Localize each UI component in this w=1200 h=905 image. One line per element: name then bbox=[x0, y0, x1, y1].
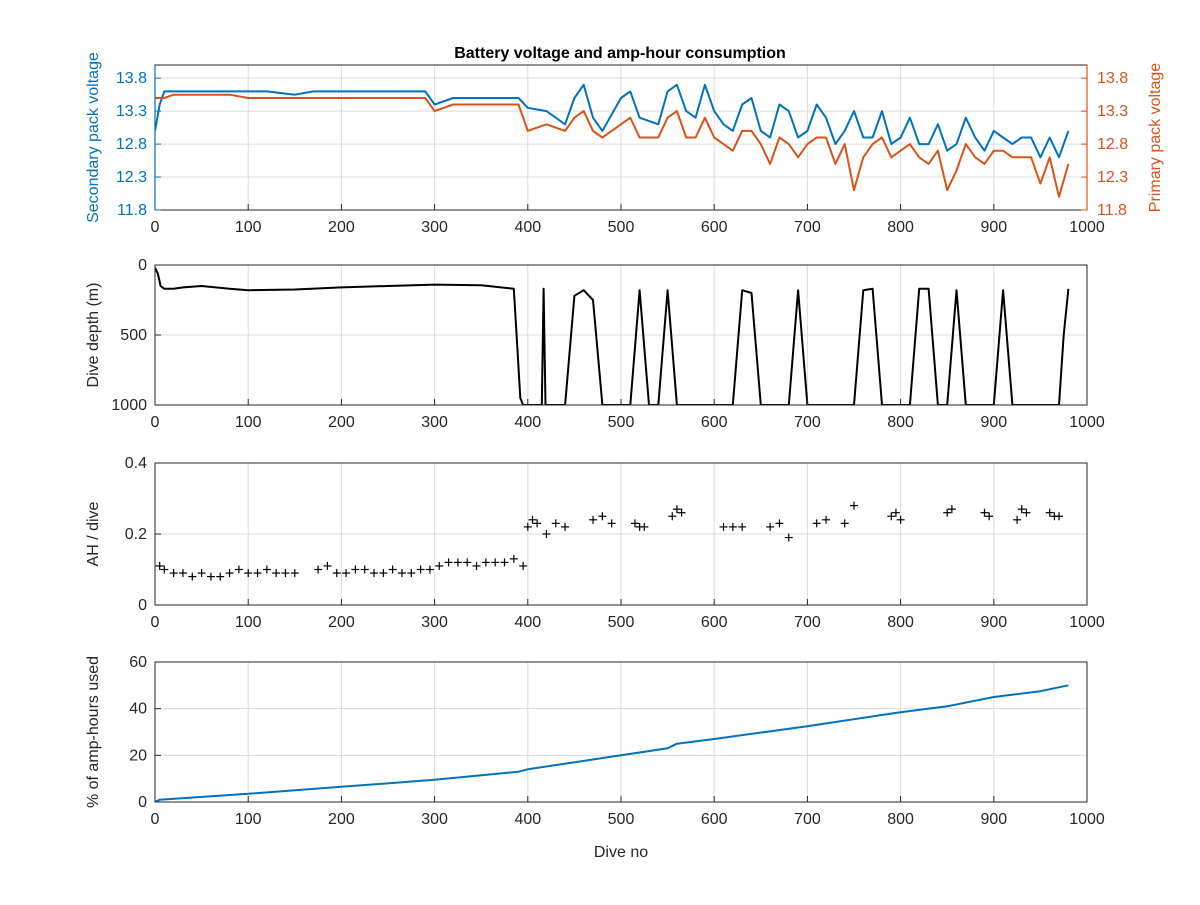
x-tick-label: 800 bbox=[887, 414, 914, 431]
x-tick-label: 0 bbox=[151, 219, 160, 236]
chart-panel-2: 0 100 200 300 400 500 600 700 800 900 100005001000… bbox=[85, 257, 1105, 431]
y-axis-label-right: Primary pack voltage bbox=[1147, 63, 1164, 212]
x-tick-label: 900 bbox=[980, 811, 1007, 828]
x-tick-label: 700 bbox=[794, 811, 821, 828]
y-tick-label-right: 11.8 bbox=[1097, 202, 1127, 219]
x-tick-label: 1000 bbox=[1069, 219, 1105, 236]
y-tick-label: 13.8 bbox=[116, 70, 147, 87]
x-tick-label: 0 bbox=[151, 414, 160, 431]
x-tick-label: 400 bbox=[514, 219, 541, 236]
x-tick-label: 600 bbox=[701, 811, 728, 828]
y-tick-label-right: 13.8 bbox=[1097, 70, 1128, 87]
x-tick-label: 600 bbox=[701, 414, 728, 431]
y-tick-label-right: 12.8 bbox=[1097, 136, 1128, 153]
figure-title: Battery voltage and amp-hour consumption bbox=[454, 45, 786, 62]
chart-panel-1: 0 100 200 300 400 500 600 700 800 900 100011.812.3… bbox=[85, 52, 1164, 236]
series-line-1 bbox=[155, 267, 1070, 405]
x-tick-label: 100 bbox=[235, 614, 262, 631]
y-tick-label: 12.8 bbox=[116, 136, 147, 153]
x-tick-label: 600 bbox=[701, 219, 728, 236]
series-line-2 bbox=[155, 93, 1070, 198]
chart-panel-3: 0 100 200 300 400 500 600 700 800 900 1000 0 0.2 0.4 A… bbox=[85, 455, 1105, 631]
y-tick-label: 40 bbox=[129, 701, 147, 718]
x-tick-label: 200 bbox=[328, 614, 355, 631]
x-tick-label: 1000 bbox=[1069, 811, 1105, 828]
y-tick-label: 12.3 bbox=[116, 169, 147, 186]
x-tick-label: 300 bbox=[421, 414, 448, 431]
x-tick-label: 600 bbox=[701, 614, 728, 631]
x-tick-label: 500 bbox=[608, 414, 635, 431]
x-tick-label: 0 bbox=[151, 811, 160, 828]
x-tick-label: 900 bbox=[980, 614, 1007, 631]
x-tick-label: 100 bbox=[235, 414, 262, 431]
x-tick-label: 300 bbox=[421, 811, 448, 828]
x-tick-label: 500 bbox=[608, 811, 635, 828]
y-tick-label: 0 bbox=[138, 794, 147, 811]
x-tick-label: 400 bbox=[514, 414, 541, 431]
y-tick-label: 20 bbox=[129, 747, 147, 764]
y-tick-label: 0.4 bbox=[125, 455, 147, 472]
x-tick-label: 1000 bbox=[1069, 414, 1105, 431]
y-axis-label: % of amp-hours used bbox=[85, 656, 102, 808]
x-tick-label: 400 bbox=[514, 811, 541, 828]
x-tick-label: 800 bbox=[887, 614, 914, 631]
x-tick-label: 500 bbox=[608, 219, 635, 236]
x-tick-label: 800 bbox=[887, 219, 914, 236]
x-tick-label: 900 bbox=[980, 219, 1007, 236]
x-tick-label: 0 bbox=[151, 614, 160, 631]
y-tick-label: 0.2 bbox=[125, 526, 147, 543]
x-tick-label: 1000 bbox=[1069, 614, 1105, 631]
y-tick-label: 11.8 bbox=[117, 202, 147, 219]
x-tick-label: 700 bbox=[794, 219, 821, 236]
x-tick-label: 400 bbox=[514, 614, 541, 631]
series-line-1 bbox=[155, 83, 1070, 159]
x-tick-label: 800 bbox=[887, 811, 914, 828]
y-tick-label: 500 bbox=[120, 327, 147, 344]
x-tick-label: 100 bbox=[235, 219, 262, 236]
series-line-1 bbox=[155, 684, 1069, 802]
x-axis-label: Dive no bbox=[594, 844, 648, 861]
x-tick-label: 200 bbox=[328, 219, 355, 236]
x-tick-label: 200 bbox=[328, 811, 355, 828]
y-tick-label: 1000 bbox=[111, 397, 147, 414]
y-tick-label-right: 12.3 bbox=[1097, 169, 1128, 186]
x-tick-label: 200 bbox=[328, 414, 355, 431]
y-tick-label: 0 bbox=[138, 257, 147, 274]
y-tick-label-right: 13.3 bbox=[1097, 103, 1128, 120]
x-tick-label: 500 bbox=[608, 614, 635, 631]
y-axis-label: Secondary pack voltage bbox=[85, 52, 102, 223]
x-tick-label: 900 bbox=[980, 414, 1007, 431]
x-tick-label: 300 bbox=[421, 614, 448, 631]
x-tick-label: 100 bbox=[235, 811, 262, 828]
y-axis-label: Dive depth (m) bbox=[85, 283, 102, 388]
y-axis-label: AH / dive bbox=[85, 501, 102, 566]
y-tick-label: 13.3 bbox=[116, 103, 147, 120]
x-tick-label: 300 bbox=[421, 219, 448, 236]
y-tick-label: 60 bbox=[129, 654, 147, 671]
x-tick-label: 700 bbox=[794, 614, 821, 631]
chart-panel-4: 0 100 200 300 400 500 600 700 800 900 1000 0 20 40 60%… bbox=[85, 654, 1105, 861]
y-tick-label: 0 bbox=[138, 597, 147, 614]
x-tick-label: 700 bbox=[794, 414, 821, 431]
